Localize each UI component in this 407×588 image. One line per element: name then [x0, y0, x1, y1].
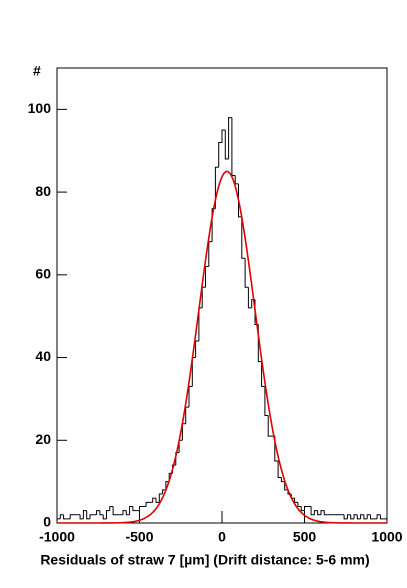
histogram-bin [214, 166, 219, 209]
histogram-bin [360, 514, 364, 519]
histogram-bin [162, 489, 166, 495]
histogram-bin [112, 506, 117, 516]
histogram-bin [317, 510, 321, 516]
histogram-bin [346, 514, 351, 519]
histogram-bin [313, 510, 318, 515]
histogram-bin [79, 514, 84, 520]
histogram-bin [181, 423, 186, 441]
fit-curve [57, 170, 387, 524]
histogram-bin [323, 510, 328, 516]
x-tick-label: -500 [125, 529, 153, 545]
histogram-bin [185, 406, 189, 424]
histogram-bin [376, 514, 381, 519]
histogram-bin [238, 183, 242, 218]
histogram-bin [304, 505, 308, 511]
histogram-bin [350, 514, 354, 520]
histogram-bin [353, 514, 358, 519]
histogram-bin [379, 514, 384, 520]
histogram-bin [356, 514, 361, 520]
histogram-bin [201, 286, 206, 308]
y-tick-label: 60 [35, 266, 51, 282]
y-tick-label: 80 [35, 183, 51, 199]
y-axis-label: # [33, 63, 41, 79]
histogram-bin [145, 501, 150, 507]
histogram-bin [277, 460, 282, 478]
histogram-bin [267, 415, 272, 437]
histogram-bin [366, 514, 371, 519]
y-tick-label: 40 [35, 348, 51, 364]
histogram-bin [241, 216, 246, 259]
histogram-bin [228, 117, 232, 159]
histogram-bin [300, 506, 305, 512]
histogram-bin [343, 514, 348, 520]
histogram-bin [247, 287, 252, 309]
histogram-bin [280, 477, 285, 483]
histogram-bin [218, 141, 222, 168]
x-tick-label: 0 [218, 529, 226, 545]
histogram-bin [109, 505, 114, 511]
histogram-bin [102, 514, 107, 520]
histogram-bin [231, 117, 236, 177]
histogram-bin [224, 130, 229, 160]
histogram-bin [294, 498, 298, 503]
histogram-bin [155, 498, 160, 503]
x-tick-label: -1000 [39, 529, 75, 545]
histogram-bin [370, 514, 374, 520]
histogram-bin [195, 340, 199, 358]
histogram-bin [69, 514, 74, 519]
histogram-bin [244, 258, 249, 288]
y-tick-label: 100 [28, 100, 52, 116]
histogram-bin [86, 510, 90, 520]
y-tick-label: 0 [43, 514, 51, 530]
histogram-bin [99, 510, 104, 516]
histogram-bin [59, 514, 64, 519]
histogram-bin [188, 386, 193, 408]
histogram-bin [139, 505, 143, 511]
histogram-bin [363, 514, 368, 520]
histogram-bin [234, 175, 239, 185]
histogram-bin [106, 510, 110, 519]
histogram-bin [89, 514, 94, 519]
histogram-bin [96, 510, 100, 515]
histogram-bin [158, 493, 163, 503]
histogram-bin [310, 506, 315, 516]
histogram-bin [297, 502, 302, 507]
histogram-bin [63, 514, 67, 520]
x-axis-label: Residuals of straw 7 [µm] (Drift distanc… [40, 552, 369, 568]
histogram-bin [198, 307, 203, 341]
histogram-bin [175, 452, 180, 466]
histogram-bin [264, 386, 269, 416]
histogram-bin [191, 357, 196, 387]
histogram-bin [208, 241, 213, 267]
histogram-bin [284, 481, 288, 491]
histogram-bin [125, 510, 130, 516]
x-tick-label: 1000 [371, 529, 402, 545]
histogram-bin [221, 129, 226, 143]
x-tick-label: 500 [293, 529, 317, 545]
histogram-bin [132, 506, 137, 512]
histogram-bin [205, 266, 209, 288]
histogram-bin [82, 510, 87, 519]
histogram-bin [320, 510, 325, 515]
histogram-bin [129, 505, 133, 515]
histogram-bin [261, 361, 265, 387]
histogram-bin [152, 497, 156, 503]
y-tick-label: 20 [35, 431, 51, 447]
histogram-bin [122, 510, 127, 515]
